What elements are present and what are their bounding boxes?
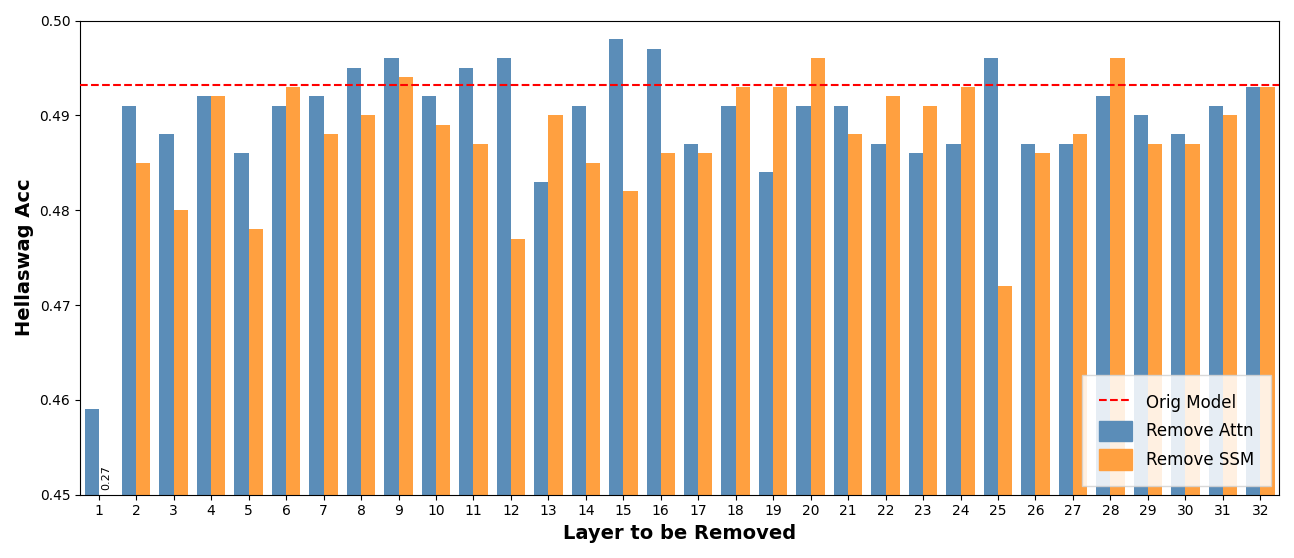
Orig Model <box>91 81 106 88</box>
Bar <box>324 134 338 558</box>
Bar <box>98 495 113 558</box>
Bar <box>960 87 974 558</box>
Bar <box>685 144 699 558</box>
Bar <box>848 134 862 558</box>
Bar <box>624 191 638 558</box>
Bar <box>436 125 450 558</box>
Bar <box>497 59 511 558</box>
Bar <box>796 106 810 558</box>
Bar <box>699 153 713 558</box>
Bar <box>286 87 300 558</box>
Bar <box>1223 116 1237 558</box>
Bar <box>1209 106 1223 558</box>
Bar <box>534 182 549 558</box>
Bar <box>136 163 150 558</box>
Bar <box>1096 97 1110 558</box>
Bar <box>885 97 899 558</box>
Bar <box>197 97 211 558</box>
Bar <box>946 144 960 558</box>
Bar <box>122 106 136 558</box>
Bar <box>661 153 675 558</box>
Bar <box>1246 87 1260 558</box>
Bar <box>84 410 98 558</box>
Bar <box>211 97 225 558</box>
Bar <box>810 59 824 558</box>
Text: 0.27: 0.27 <box>101 465 111 490</box>
Bar <box>1134 116 1148 558</box>
Bar <box>833 106 848 558</box>
Bar <box>159 134 173 558</box>
Bar <box>248 229 263 558</box>
Bar <box>511 239 525 558</box>
Bar <box>983 59 998 558</box>
Bar <box>774 87 788 558</box>
Legend: Orig Model, Remove Attn, Remove SSM: Orig Model, Remove Attn, Remove SSM <box>1082 376 1271 487</box>
Bar <box>309 97 324 558</box>
Bar <box>549 116 563 558</box>
Bar <box>647 49 661 558</box>
Bar <box>998 286 1012 558</box>
Bar <box>1110 59 1124 558</box>
Bar <box>1021 144 1035 558</box>
Bar <box>586 163 600 558</box>
Bar <box>1171 134 1185 558</box>
Bar <box>871 144 885 558</box>
Orig Model <box>53 81 69 88</box>
Bar <box>1073 134 1087 558</box>
Y-axis label: Hellaswag Acc: Hellaswag Acc <box>16 179 34 336</box>
X-axis label: Layer to be Removed: Layer to be Removed <box>563 524 796 543</box>
Bar <box>1148 144 1162 558</box>
Bar <box>1058 144 1073 558</box>
Bar <box>736 87 751 558</box>
Bar <box>1185 144 1200 558</box>
Bar <box>609 40 624 558</box>
Bar <box>572 106 586 558</box>
Bar <box>361 116 375 558</box>
Bar <box>760 172 774 558</box>
Bar <box>234 153 248 558</box>
Bar <box>908 153 923 558</box>
Bar <box>347 68 361 558</box>
Bar <box>1260 87 1275 558</box>
Bar <box>422 97 436 558</box>
Bar <box>173 210 188 558</box>
Bar <box>1035 153 1049 558</box>
Bar <box>923 106 937 558</box>
Bar <box>722 106 736 558</box>
Bar <box>399 78 413 558</box>
Bar <box>459 68 474 558</box>
Bar <box>272 106 286 558</box>
Bar <box>384 59 399 558</box>
Bar <box>474 144 488 558</box>
